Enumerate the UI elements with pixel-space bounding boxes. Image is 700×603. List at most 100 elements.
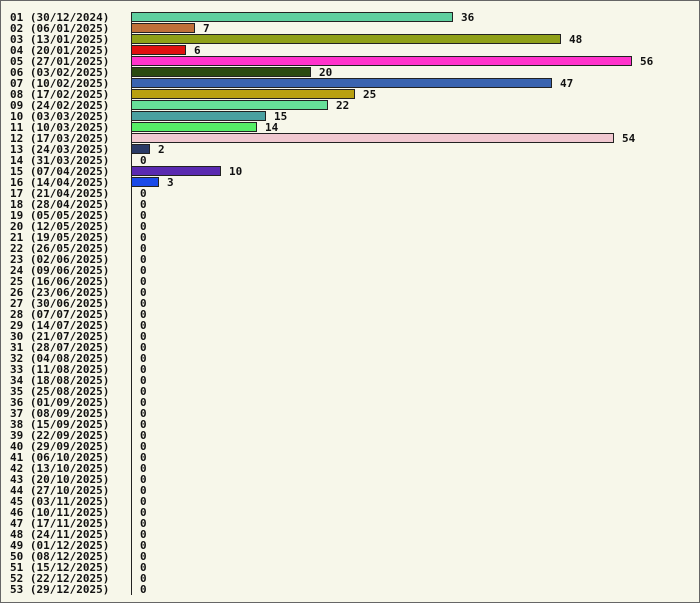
bar xyxy=(131,12,453,22)
category-label: 12 (17/03/2025) xyxy=(10,132,109,145)
bar xyxy=(131,34,561,44)
value-label: 0 xyxy=(140,264,147,277)
category-label: 53 (29/12/2025) xyxy=(10,583,109,596)
category-label: 24 (09/06/2025) xyxy=(10,264,109,277)
category-label: 35 (25/08/2025) xyxy=(10,385,109,398)
bar xyxy=(131,23,195,33)
value-label: 0 xyxy=(140,583,147,596)
category-label: 49 (01/12/2025) xyxy=(10,539,109,552)
bar xyxy=(131,144,150,154)
value-label: 0 xyxy=(140,187,147,200)
value-label: 0 xyxy=(140,286,147,299)
category-label: 05 (27/01/2025) xyxy=(10,55,109,68)
value-label: 0 xyxy=(140,572,147,585)
value-label: 0 xyxy=(140,429,147,442)
category-label: 39 (22/09/2025) xyxy=(10,429,109,442)
category-label: 20 (12/05/2025) xyxy=(10,220,109,233)
value-label: 0 xyxy=(140,473,147,486)
value-label: 48 xyxy=(569,33,582,46)
category-label: 32 (04/08/2025) xyxy=(10,352,109,365)
category-label: 45 (03/11/2025) xyxy=(10,495,109,508)
category-label: 52 (22/12/2025) xyxy=(10,572,109,585)
category-label: 14 (31/03/2025) xyxy=(10,154,109,167)
value-label: 0 xyxy=(140,330,147,343)
value-label: 0 xyxy=(140,319,147,332)
value-label: 6 xyxy=(194,44,201,57)
value-label: 0 xyxy=(140,517,147,530)
bar xyxy=(131,67,311,77)
value-label: 0 xyxy=(140,506,147,519)
bar xyxy=(131,45,186,55)
value-label: 0 xyxy=(140,374,147,387)
value-label: 22 xyxy=(336,99,349,112)
value-label: 0 xyxy=(140,528,147,541)
category-label: 11 (10/03/2025) xyxy=(10,121,109,134)
bar xyxy=(131,56,632,66)
value-label: 36 xyxy=(461,11,475,24)
category-label: 15 (07/04/2025) xyxy=(10,165,109,178)
category-label: 18 (28/04/2025) xyxy=(10,198,109,211)
category-label: 33 (11/08/2025) xyxy=(10,363,109,376)
bar xyxy=(131,89,355,99)
bar xyxy=(131,166,221,176)
bar xyxy=(131,133,614,143)
value-label: 3 xyxy=(167,176,174,189)
category-label: 19 (05/05/2025) xyxy=(10,209,109,222)
value-label: 0 xyxy=(140,539,147,552)
category-label: 10 (03/03/2025) xyxy=(10,110,109,123)
value-label: 14 xyxy=(265,121,279,134)
value-label: 0 xyxy=(140,308,147,321)
category-label: 28 (07/07/2025) xyxy=(10,308,109,321)
value-label: 0 xyxy=(140,253,147,266)
value-label: 0 xyxy=(140,220,147,233)
value-label: 10 xyxy=(229,165,242,178)
category-label: 48 (24/11/2025) xyxy=(10,528,109,541)
category-label: 25 (16/06/2025) xyxy=(10,275,109,288)
value-label: 15 xyxy=(274,110,287,123)
category-label: 17 (21/04/2025) xyxy=(10,187,109,200)
category-label: 40 (29/09/2025) xyxy=(10,440,109,453)
bar xyxy=(131,78,552,88)
category-label: 37 (08/09/2025) xyxy=(10,407,109,420)
value-label: 0 xyxy=(140,462,147,475)
category-label: 34 (18/08/2025) xyxy=(10,374,109,387)
value-label: 0 xyxy=(140,198,147,211)
category-label: 13 (24/03/2025) xyxy=(10,143,109,156)
value-label: 2 xyxy=(158,143,165,156)
category-label: 04 (20/01/2025) xyxy=(10,44,109,57)
value-label: 56 xyxy=(640,55,654,68)
category-label: 50 (08/12/2025) xyxy=(10,550,109,563)
value-label: 0 xyxy=(140,396,147,409)
value-label: 0 xyxy=(140,242,147,255)
category-label: 31 (28/07/2025) xyxy=(10,341,109,354)
category-label: 06 (03/02/2025) xyxy=(10,66,109,79)
value-label: 0 xyxy=(140,352,147,365)
value-label: 0 xyxy=(140,297,147,310)
category-label: 21 (19/05/2025) xyxy=(10,231,109,244)
category-label: 03 (13/01/2025) xyxy=(10,33,109,46)
value-label: 25 xyxy=(363,88,376,101)
category-label: 22 (26/05/2025) xyxy=(10,242,109,255)
value-label: 0 xyxy=(140,385,147,398)
value-label: 0 xyxy=(140,209,147,222)
value-label: 7 xyxy=(203,22,210,35)
category-label: 41 (06/10/2025) xyxy=(10,451,109,464)
category-label: 29 (14/07/2025) xyxy=(10,319,109,332)
value-label: 0 xyxy=(140,363,147,376)
value-label: 0 xyxy=(140,550,147,563)
value-label: 0 xyxy=(140,418,147,431)
category-label: 47 (17/11/2025) xyxy=(10,517,109,530)
value-label: 0 xyxy=(140,154,147,167)
category-label: 26 (23/06/2025) xyxy=(10,286,109,299)
category-label: 46 (10/11/2025) xyxy=(10,506,109,519)
category-label: 08 (17/02/2025) xyxy=(10,88,109,101)
bar xyxy=(131,111,266,121)
value-label: 0 xyxy=(140,341,147,354)
value-label: 0 xyxy=(140,495,147,508)
category-label: 16 (14/04/2025) xyxy=(10,176,109,189)
category-label: 30 (21/07/2025) xyxy=(10,330,109,343)
value-label: 0 xyxy=(140,451,147,464)
bar xyxy=(131,100,328,110)
value-label: 47 xyxy=(560,77,573,90)
